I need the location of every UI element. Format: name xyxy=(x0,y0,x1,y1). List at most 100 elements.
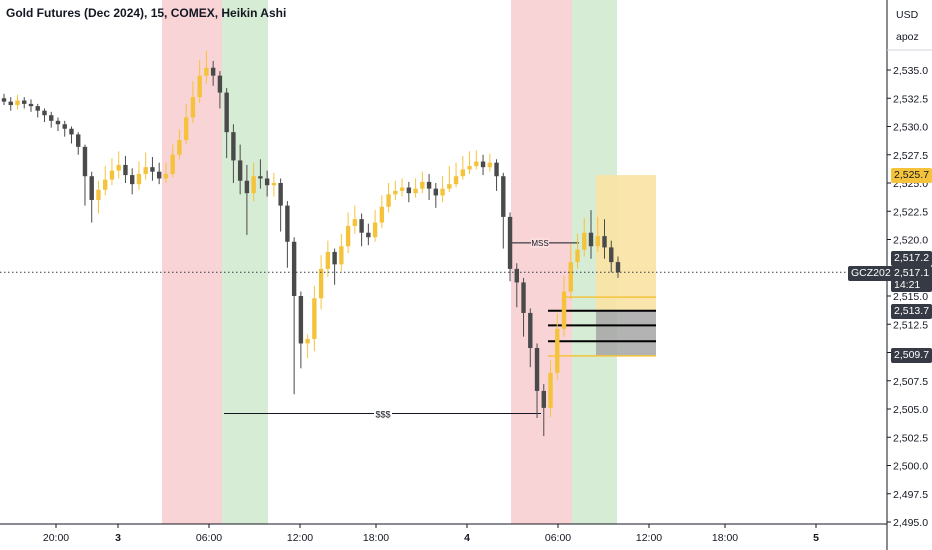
candle xyxy=(494,159,499,191)
candle-body xyxy=(521,282,526,313)
candle xyxy=(393,180,398,200)
y-tick-label: 2,515.0 xyxy=(893,291,928,303)
candle xyxy=(426,173,432,200)
candle xyxy=(615,256,621,278)
y-tick-label: 2,497.5 xyxy=(893,489,928,501)
sss-label-bg xyxy=(374,408,392,419)
candle xyxy=(534,343,540,419)
x-tick-label: 06:00 xyxy=(196,532,222,544)
script-label[interactable]: apoz xyxy=(896,31,919,43)
candle-body xyxy=(433,188,439,196)
candle-body xyxy=(582,232,587,250)
candle xyxy=(548,360,553,417)
candle-body xyxy=(318,268,324,299)
candle xyxy=(96,180,101,214)
candle-body xyxy=(305,338,310,344)
current-price-text: 2,517.1 xyxy=(894,267,930,279)
candle-body xyxy=(345,225,351,247)
candle xyxy=(379,195,385,229)
candle-body xyxy=(541,390,546,408)
candle xyxy=(264,170,270,197)
x-tick-label: 18:00 xyxy=(363,532,389,544)
candle xyxy=(541,384,546,437)
candle xyxy=(561,275,567,337)
candle xyxy=(8,97,13,111)
candle-body xyxy=(548,372,553,408)
candle-body xyxy=(426,181,432,189)
candle-body xyxy=(406,187,412,194)
candle xyxy=(312,285,317,352)
candle-body xyxy=(258,176,263,179)
candle xyxy=(474,150,479,170)
candle xyxy=(521,277,526,337)
candle-body xyxy=(103,179,108,190)
candle-body xyxy=(15,100,20,106)
candle xyxy=(420,171,425,194)
candle xyxy=(143,152,148,180)
x-tick-label: 12:00 xyxy=(287,532,313,544)
y-tick-label: 2,535.0 xyxy=(893,65,928,77)
x-tick-label: 20:00 xyxy=(43,532,69,544)
candle xyxy=(595,216,600,252)
candle xyxy=(298,291,304,369)
candle xyxy=(217,71,223,109)
candle xyxy=(514,263,519,308)
candle xyxy=(372,210,378,242)
candle xyxy=(528,308,533,368)
candle xyxy=(123,155,128,183)
candle xyxy=(271,172,277,197)
candle-body xyxy=(609,247,614,263)
candle xyxy=(575,233,580,269)
y-tick-label: 2,502.5 xyxy=(893,432,928,444)
candle xyxy=(467,151,472,174)
y-tick-label: 2,505.0 xyxy=(893,404,928,416)
candle-body xyxy=(366,232,371,238)
candle xyxy=(285,201,290,268)
candle-body xyxy=(494,162,499,177)
x-tick-label: 12:00 xyxy=(636,532,662,544)
candle-body xyxy=(22,100,27,104)
candle xyxy=(183,103,189,145)
sss-label: $$$ xyxy=(375,410,390,420)
candle-body xyxy=(467,166,472,170)
candle-body xyxy=(170,154,175,174)
currency-label[interactable]: USD xyxy=(896,9,919,21)
y-tick-label: 2,530.0 xyxy=(893,122,928,134)
symbol-badge: GCZ2024 xyxy=(848,266,900,281)
candle-body xyxy=(420,181,425,189)
candle xyxy=(22,97,27,109)
candle xyxy=(156,162,162,185)
candle-body xyxy=(325,251,331,269)
candle-body xyxy=(82,146,88,177)
candle xyxy=(1,93,7,106)
candle-body xyxy=(298,296,304,344)
candle-body xyxy=(143,167,148,174)
candle-body xyxy=(555,328,560,373)
session-zone-red xyxy=(511,0,572,524)
candle xyxy=(399,178,405,197)
candle xyxy=(447,166,452,193)
candle-body xyxy=(271,183,277,186)
candle-body xyxy=(474,161,479,167)
candle xyxy=(69,126,74,144)
candle-body xyxy=(55,120,61,125)
candle xyxy=(62,120,67,137)
candle-body xyxy=(460,169,466,177)
candle-body xyxy=(534,347,540,391)
mss-label-bg xyxy=(531,237,549,248)
candle-body xyxy=(28,103,34,107)
candle xyxy=(49,111,54,128)
session-zones xyxy=(162,0,617,524)
candle xyxy=(76,132,81,155)
candle-body xyxy=(514,268,519,283)
candle-body xyxy=(49,115,54,121)
candle xyxy=(339,233,344,272)
liquidity-levels: $$$ MSS xyxy=(224,237,579,420)
candle-body xyxy=(109,170,115,180)
zone-top-badge: 2,525.7 xyxy=(891,168,932,183)
candle-body xyxy=(386,194,391,207)
tick-labels: 2,535.02,532.52,530.02,527.52,525.02,522… xyxy=(43,65,928,544)
candle xyxy=(116,151,121,179)
